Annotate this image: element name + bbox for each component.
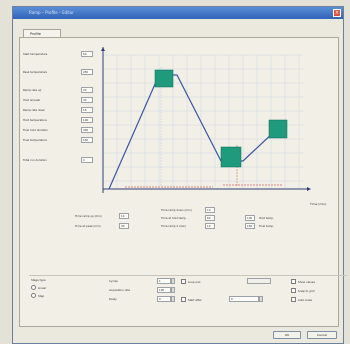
delay-field[interactable]: 0 (157, 296, 171, 302)
time-at-peak-label: Time at peak (min) (75, 224, 101, 228)
acquisition-rate-label: Acquisition rate (109, 288, 131, 292)
radio-linear[interactable] (31, 285, 36, 290)
time-hold-field[interactable]: 60 (205, 215, 215, 221)
param-label: Hold at peak (23, 98, 41, 102)
param-field[interactable]: 0 (81, 157, 93, 163)
profile-editor-window: Ramp – Profile – Editor × Profile Start … (12, 6, 347, 344)
loop-end-label: Loop end (188, 280, 201, 284)
time-ramp-down-field[interactable]: 10 (205, 207, 215, 213)
cycles-label: Cycles (109, 279, 118, 283)
peak-handle (154, 69, 174, 88)
param-field[interactable]: 30 (81, 97, 93, 103)
radio-linear-label: Linear (38, 286, 47, 290)
radio-step[interactable] (31, 293, 36, 298)
param-label: Start temperature (23, 52, 48, 56)
param-label: Final temperature (23, 138, 47, 142)
time-ramp-up-label: Time ramp up (min) (75, 214, 102, 218)
cycles-spinner[interactable] (171, 278, 175, 284)
show-values-checkbox[interactable] (291, 279, 296, 284)
param-field[interactable]: 15 (81, 107, 93, 113)
param-label: Hold temperature (23, 118, 47, 122)
window-title: Ramp – Profile – Editor (29, 10, 74, 15)
start-after-field[interactable]: 0 (229, 296, 259, 302)
ok-button[interactable]: OK (273, 331, 301, 339)
hold-handle (220, 146, 242, 168)
tab-profile[interactable]: Profile (23, 29, 61, 38)
time-hold-label: Time at hold temp. (161, 216, 187, 220)
param-label: Ramp rate up (23, 88, 42, 92)
cycles-field[interactable]: 1 (157, 278, 171, 284)
param-field[interactable]: 50 (81, 51, 93, 57)
x-axis-unit-label: Time (min) (309, 202, 326, 206)
auto-scale-label: Auto scale (298, 298, 313, 302)
right-temp-label: Hold temp. (259, 216, 274, 220)
snap-to-grid-checkbox[interactable] (291, 288, 296, 293)
param-label: Ramp rate down (23, 108, 46, 112)
acquisition-rate-spinner[interactable] (171, 287, 175, 293)
right-temp-field[interactable]: 100 (245, 215, 255, 221)
temperature-profile-line (108, 74, 281, 190)
tab-profile-label: Profile (30, 32, 41, 36)
y-axis-arrow (101, 47, 105, 51)
x-axis-arrow (307, 187, 311, 191)
acquisition-rate-field[interactable]: 100 (157, 287, 171, 293)
time-at-peak-field[interactable]: 30 (119, 223, 129, 229)
time-ramp-2-label: Time ramp 2 (min) (161, 224, 187, 228)
param-label: Total run duration (23, 158, 47, 162)
final-handle (268, 119, 288, 139)
param-label: Peak temperature (23, 70, 48, 74)
profile-page (19, 37, 339, 327)
time-ramp-up-field[interactable]: 10 (119, 213, 129, 219)
stage-type-group-label: Stage type (31, 278, 46, 282)
close-icon: × (334, 10, 340, 16)
start-after-checkbox[interactable] (181, 297, 186, 302)
cancel-button[interactable]: Cancel (307, 331, 337, 339)
param-field[interactable]: 150 (81, 137, 93, 143)
show-values-label: Show values (298, 280, 315, 284)
param-label: Final hold duration (23, 128, 49, 132)
time-ramp-2-field[interactable]: 10 (205, 223, 215, 229)
time-ramp-down-label: Time ramp down (min) (161, 208, 192, 212)
right-temp-field[interactable]: 150 (245, 223, 255, 229)
snap-to-grid-label: Snap to grid (298, 289, 315, 293)
start-after-label: Start after (188, 298, 202, 302)
delay-label: Delay (109, 297, 117, 301)
start-after-spinner[interactable] (259, 296, 263, 302)
options-panel: Stage type Linear Step Cycles 1 Acquisit… (29, 275, 347, 332)
close-button[interactable]: × (333, 9, 341, 17)
param-field[interactable]: 250 (81, 69, 93, 75)
param-field[interactable]: 300 (81, 127, 93, 133)
param-field[interactable]: 100 (81, 117, 93, 123)
delay-spinner[interactable] (171, 296, 175, 302)
temperature-profile-chart: Time (min) (101, 47, 326, 206)
param-field[interactable]: 20 (81, 87, 93, 93)
title-bar: Ramp – Profile – Editor × (13, 7, 343, 19)
loop-end-field[interactable] (247, 278, 271, 284)
loop-end-checkbox[interactable] (181, 279, 186, 284)
right-temp-label: Final temp. (259, 224, 274, 228)
auto-scale-checkbox[interactable] (291, 297, 296, 302)
radio-step-label: Step (38, 294, 45, 298)
